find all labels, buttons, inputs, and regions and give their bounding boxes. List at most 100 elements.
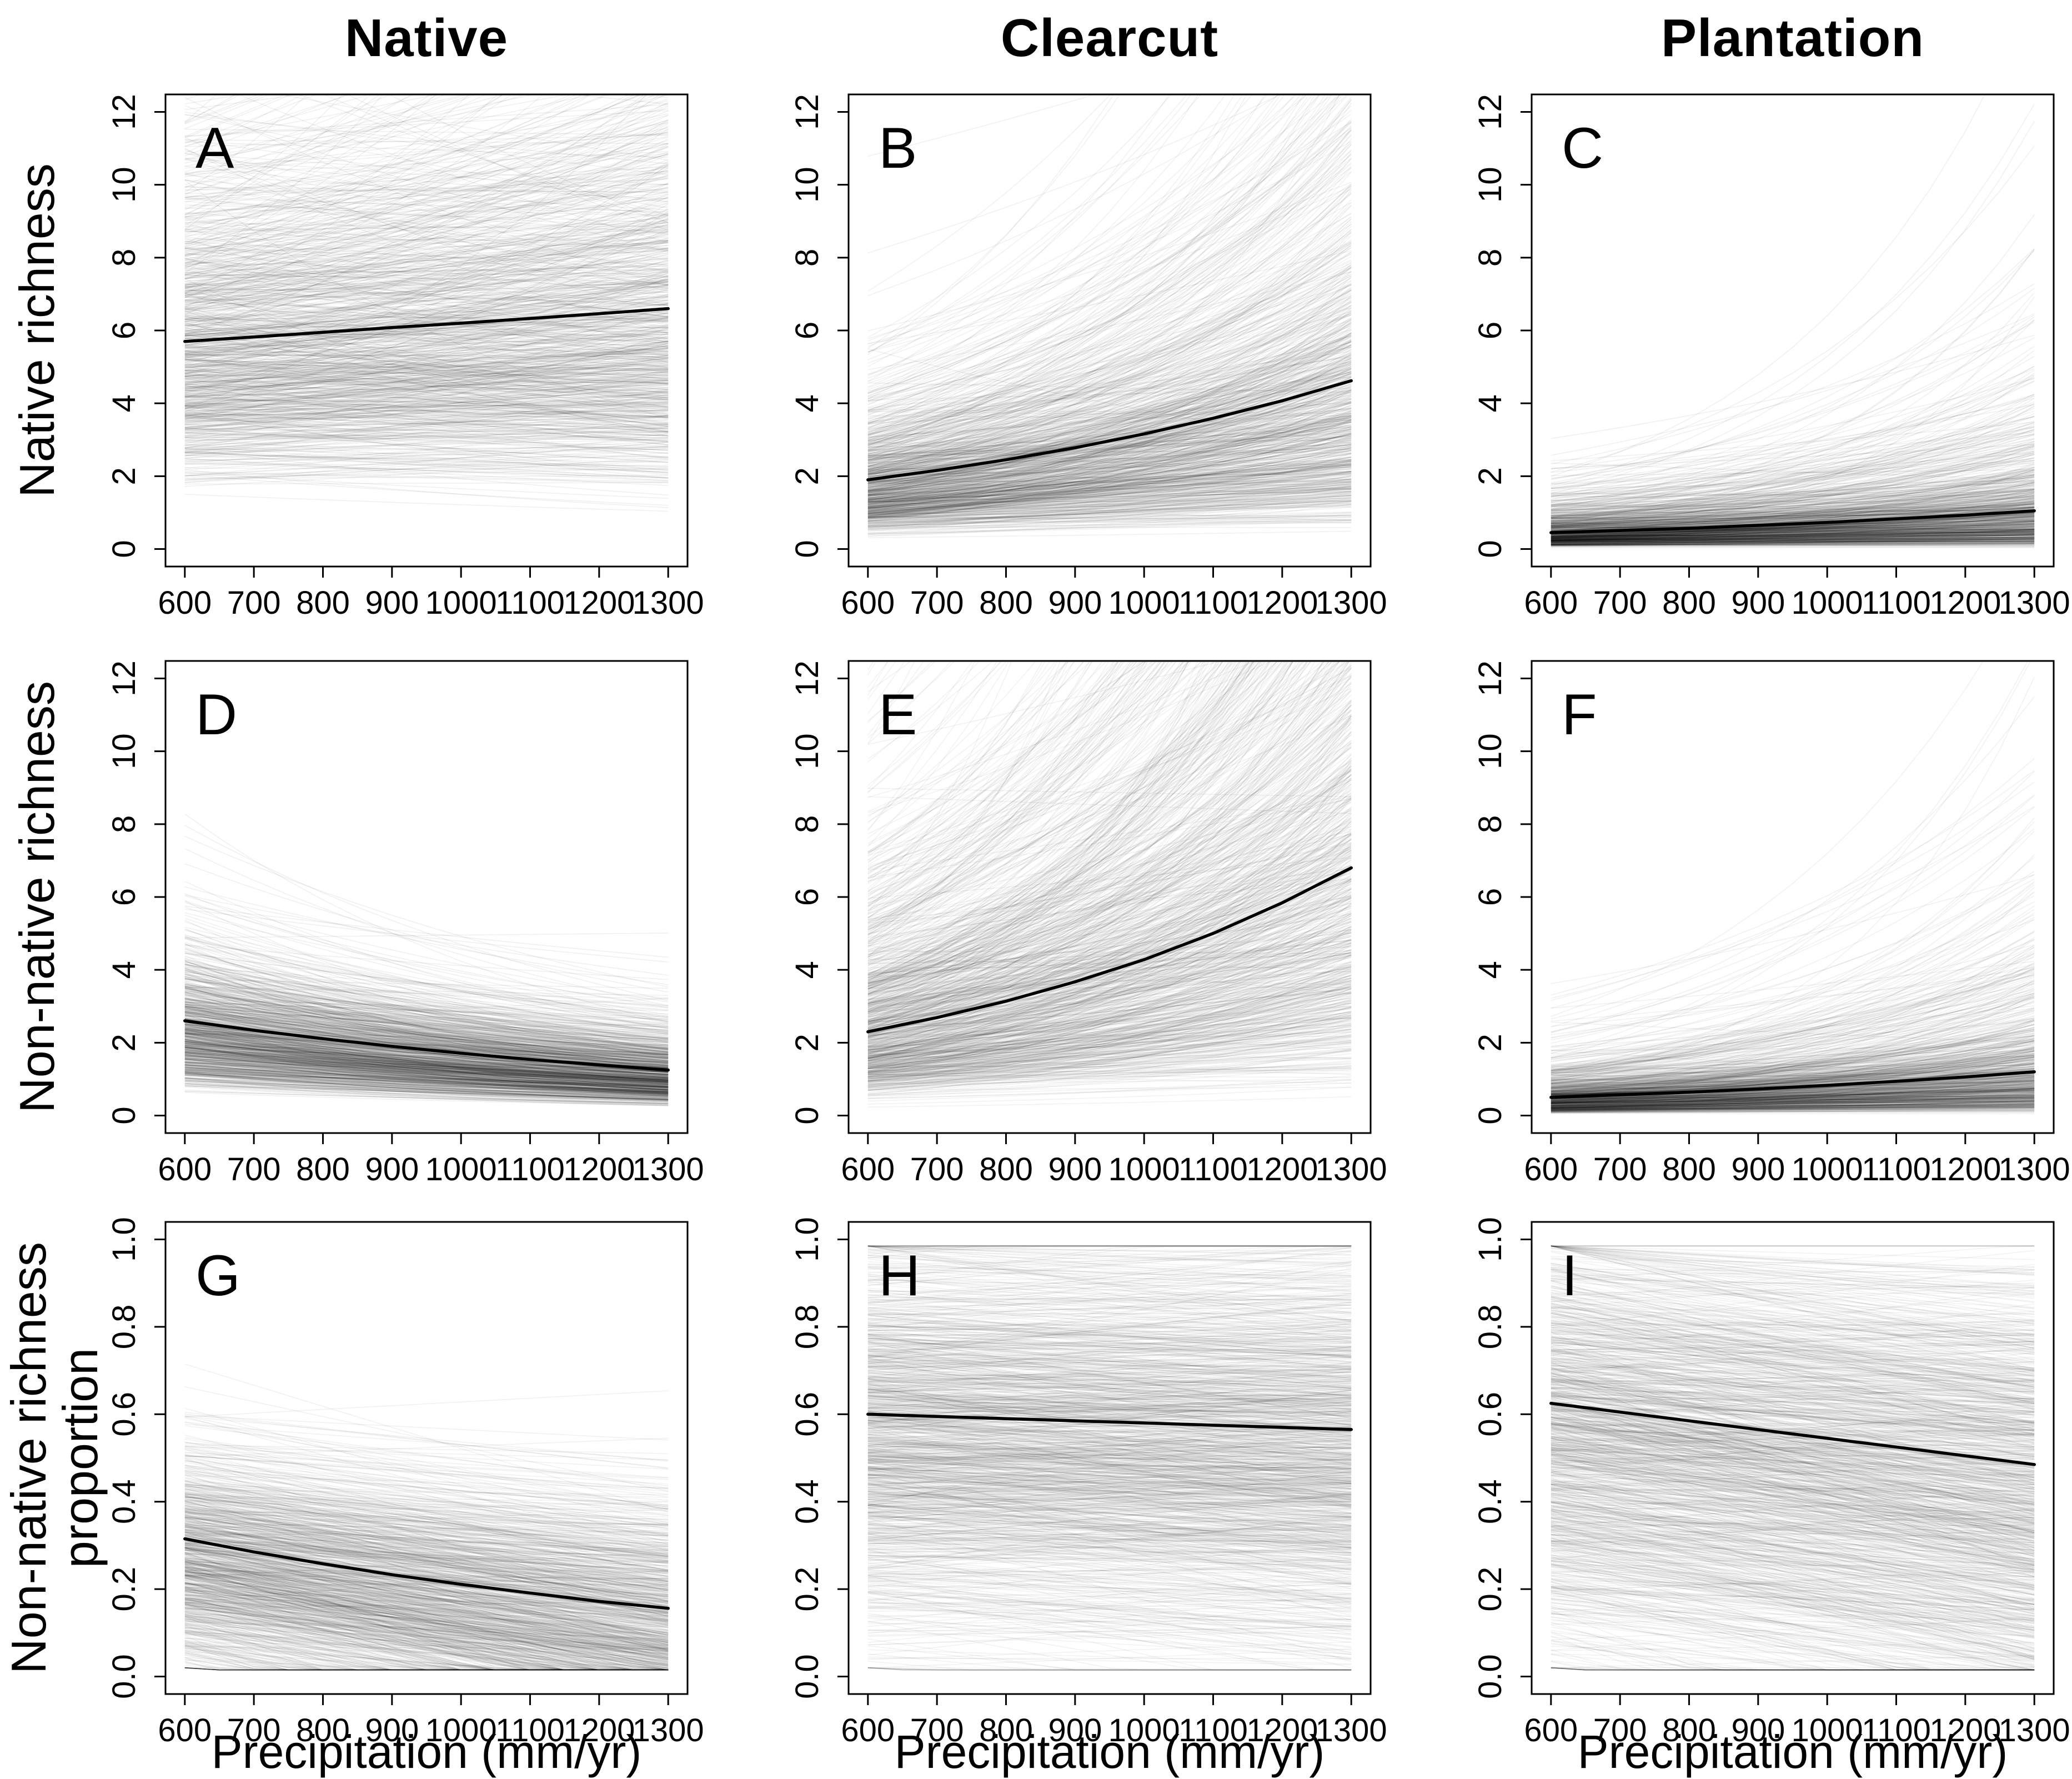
- x-tick-label: 600: [841, 1151, 895, 1187]
- x-tick-label: 1000: [1108, 1712, 1180, 1748]
- panel-label-A: A: [195, 116, 234, 181]
- posterior-draws: [1551, 1245, 2035, 1671]
- y-axis: 0 2 4 6 8 10 12: [1472, 94, 1532, 558]
- mean-line: [866, 1412, 1353, 1431]
- y-tick-label: 12: [789, 94, 825, 130]
- x-tick-label: 1300: [633, 1151, 704, 1187]
- y-tick-label: 2: [106, 467, 142, 485]
- x-tick-label: 1200: [1246, 1151, 1318, 1187]
- x-tick-label: 800: [296, 1151, 350, 1187]
- x-tick-label: 700: [1593, 585, 1647, 621]
- y-tick-label: 2: [789, 1034, 825, 1051]
- x-tick-label: 1000: [425, 585, 497, 621]
- x-tick-label: 700: [910, 1151, 964, 1187]
- y-tick-label: 0: [789, 540, 825, 558]
- x-tick-label: 1300: [1316, 1151, 1387, 1187]
- x-tick-label: 700: [1593, 1151, 1647, 1187]
- x-tick-label: 1200: [1929, 585, 2001, 621]
- x-tick-label: 1000: [425, 1151, 497, 1187]
- x-tick-label: 900: [1731, 585, 1785, 621]
- y-tick-label: 0.4: [1472, 1479, 1508, 1524]
- x-tick-label: 700: [910, 585, 964, 621]
- x-tick-label: 1300: [1316, 585, 1387, 621]
- y-tick-label: 2: [1472, 467, 1508, 485]
- x-tick-label: 1100: [1178, 1151, 1248, 1187]
- x-tick-label: 900: [1048, 585, 1102, 621]
- x-tick-label: 600: [158, 585, 212, 621]
- y-tick-label: 1.0: [789, 1217, 825, 1262]
- posterior-draws: [184, 813, 669, 1106]
- x-tick-label: 700: [910, 1712, 964, 1748]
- x-tick-label: 1000: [1792, 585, 1863, 621]
- y-tick-label: 6: [1472, 322, 1508, 339]
- x-tick-label: 1300: [633, 585, 704, 621]
- y-axis: 0.0 0.2 0.4 0.6 0.8 1.0: [789, 1217, 849, 1699]
- y-tick-label: 0: [1472, 1106, 1508, 1124]
- x-tick-label: 1100: [495, 585, 565, 621]
- x-tick-label: 1100: [495, 1712, 565, 1748]
- x-tick-label: 1300: [1999, 585, 2070, 621]
- x-tick-label: 1000: [1108, 585, 1180, 621]
- x-tick-label: 1000: [1792, 1151, 1863, 1187]
- y-tick-label: 0.0: [1472, 1654, 1508, 1699]
- y-tick-label: 10: [106, 733, 142, 769]
- panel-label-G: G: [195, 1244, 240, 1308]
- mean-line: [866, 379, 1353, 482]
- y-tick-label: 0.6: [789, 1392, 825, 1437]
- x-tick-label: 900: [365, 1151, 419, 1187]
- x-tick-label: 900: [1048, 1712, 1102, 1748]
- x-tick-label: 1300: [633, 1712, 704, 1748]
- y-tick-label: 8: [1472, 815, 1508, 833]
- y-tick-label: 0.2: [106, 1567, 142, 1612]
- x-tick-label: 1100: [1178, 1712, 1248, 1748]
- x-tick-label: 1200: [1929, 1712, 2001, 1748]
- y-tick-label: 10: [1472, 167, 1508, 203]
- y-axis-label-non-native-richness: Non-native richness: [9, 681, 64, 1113]
- y-tick-label: 4: [789, 394, 825, 412]
- x-tick-label: 700: [227, 1712, 281, 1748]
- x-tick-label: 1300: [1316, 1712, 1387, 1748]
- posterior-draws: [867, 94, 1352, 538]
- y-axis: 0 2 4 6 8 10 12: [789, 94, 849, 558]
- y-axis: 0 2 4 6 8 10 12: [106, 94, 165, 558]
- y-tick-label: 0: [106, 540, 142, 558]
- x-tick-label: 1300: [1999, 1151, 2070, 1187]
- mean-line: [1549, 1401, 2036, 1466]
- x-tick-label: 1100: [1862, 585, 1931, 621]
- y-tick-label: 0.8: [1472, 1305, 1508, 1350]
- posterior-draws: [184, 1364, 669, 1671]
- x-tick-label: 600: [1524, 585, 1578, 621]
- y-tick-label: 0: [789, 1106, 825, 1124]
- y-tick-label: 8: [106, 249, 142, 267]
- y-tick-label: 4: [106, 961, 142, 979]
- y-tick-label: 0.0: [106, 1654, 142, 1699]
- y-axis: 0 2 4 6 8 10 12: [789, 660, 849, 1125]
- x-tick-label: 1000: [425, 1712, 497, 1748]
- x-axis-label: Precipitation (mm/yr): [894, 1726, 1325, 1778]
- y-tick-label: 2: [1472, 1034, 1508, 1051]
- mean-line: [866, 866, 1353, 1034]
- y-axis: 0.0 0.2 0.4 0.6 0.8 1.0: [106, 1217, 165, 1699]
- y-tick-label: 6: [789, 888, 825, 906]
- x-tick-label: 600: [1524, 1151, 1578, 1187]
- x-axis-label: Precipitation (mm/yr): [1577, 1726, 2008, 1778]
- panel-label-C: C: [1562, 116, 1604, 181]
- y-axis-label-native-richness: Native richness: [9, 163, 64, 498]
- y-tick-label: 4: [1472, 394, 1508, 412]
- y-tick-label: 6: [106, 322, 142, 339]
- y-tick-label: 12: [1472, 94, 1508, 130]
- x-tick-label: 1200: [563, 585, 635, 621]
- x-tick-label: 1200: [1246, 1712, 1318, 1748]
- x-tick-label: 800: [296, 1712, 350, 1748]
- x-tick-label: 800: [979, 1151, 1033, 1187]
- y-axis: 0 2 4 6 8 10 12: [106, 660, 165, 1125]
- y-tick-label: 12: [106, 94, 142, 130]
- column-title-native: Native: [344, 8, 509, 68]
